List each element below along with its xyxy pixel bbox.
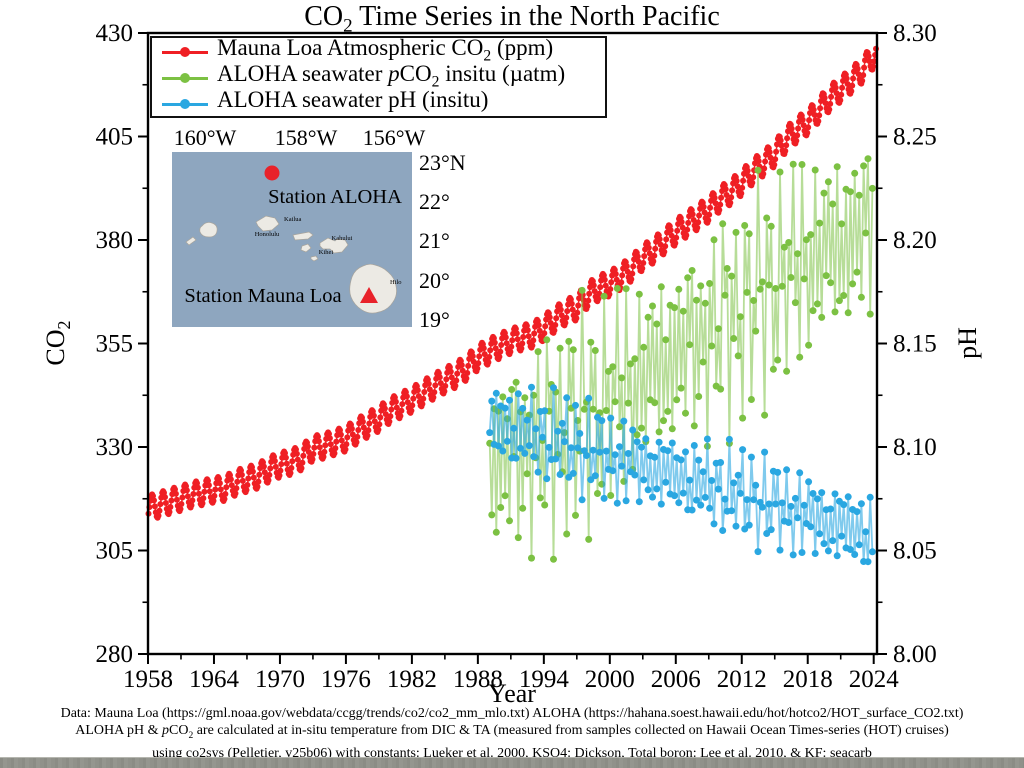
svg-text:2018: 2018 bbox=[783, 666, 833, 693]
station-mauna-loa-marker bbox=[360, 287, 378, 303]
svg-text:2000: 2000 bbox=[585, 666, 635, 693]
island-oahu bbox=[255, 215, 280, 232]
window-edge-bar bbox=[0, 757, 1024, 768]
station-aloha-label: Station ALOHA bbox=[268, 186, 402, 208]
legend: Mauna Loa Atmospheric CO2 (ppm) ALOHA se… bbox=[150, 35, 607, 118]
axis-tick-labels: 1958 1964 1970 1976 1982 1988 1994 2000 2006 2012… bbox=[96, 20, 937, 693]
y-right-axis-label: pH bbox=[953, 327, 982, 359]
legend-row-mauna-loa: Mauna Loa Atmospheric CO2 (ppm) bbox=[162, 35, 605, 65]
svg-text:1976: 1976 bbox=[321, 666, 371, 693]
plot-border bbox=[146, 31, 879, 656]
svg-text:1982: 1982 bbox=[387, 666, 437, 693]
footer-line-1: Data: Mauna Loa (https://gml.noaa.gov/we… bbox=[60, 706, 964, 721]
svg-text:330: 330 bbox=[96, 434, 134, 461]
legend-marker-2 bbox=[162, 99, 208, 109]
svg-text:355: 355 bbox=[96, 331, 134, 358]
svg-text:8.10: 8.10 bbox=[893, 434, 937, 461]
legend-marker-0 bbox=[162, 47, 208, 57]
series-mauna-loa-co2 bbox=[145, 45, 879, 521]
svg-text:2012: 2012 bbox=[717, 666, 767, 693]
chart-title: CO2 Time Series in the North Pacific bbox=[304, 1, 720, 37]
island-label-kailua: Kailua bbox=[284, 216, 301, 223]
svg-text:1970: 1970 bbox=[255, 666, 305, 693]
island-label-kihei: Kihei bbox=[319, 249, 334, 256]
map-lat-label-23n: 23°N bbox=[419, 150, 466, 175]
y-left-axis-label: CO2 bbox=[41, 320, 74, 365]
island-label-honolulu: Honolulu bbox=[255, 231, 280, 238]
map-lat-label-21: 21° bbox=[419, 228, 450, 253]
map-lon-label-160w: 160°W bbox=[174, 125, 237, 150]
svg-text:305: 305 bbox=[96, 538, 134, 565]
station-aloha-marker bbox=[264, 165, 280, 181]
map-lat-label-22: 22° bbox=[419, 189, 450, 214]
inset-map: 160°W 158°W 156°W Kailua Honolulu Kahulu… bbox=[172, 125, 466, 332]
legend-row-aloha-pco2: ALOHA seawater pCO2 insitu (µatm) bbox=[162, 61, 605, 91]
map-lat-label-20: 20° bbox=[419, 268, 450, 293]
island-kahoolawe bbox=[310, 255, 319, 262]
svg-text:2006: 2006 bbox=[651, 666, 701, 693]
footer-credits: Data: Mauna Loa (https://gml.noaa.gov/we… bbox=[0, 705, 1024, 762]
svg-text:8.25: 8.25 bbox=[893, 124, 937, 151]
svg-text:8.05: 8.05 bbox=[893, 538, 937, 565]
svg-text:430: 430 bbox=[96, 20, 134, 47]
legend-row-aloha-ph: ALOHA seawater pH (insitu) bbox=[162, 87, 605, 117]
svg-text:380: 380 bbox=[96, 227, 134, 254]
legend-label-mauna-loa: Mauna Loa Atmospheric CO2 (ppm) bbox=[217, 34, 554, 65]
island-label-kahului: Kahului bbox=[332, 235, 353, 242]
x-axis-label: Year bbox=[488, 679, 536, 708]
svg-text:2024: 2024 bbox=[849, 666, 900, 693]
station-mauna-loa-label: Station Mauna Loa bbox=[184, 285, 341, 307]
island-lanai bbox=[300, 243, 312, 253]
svg-text:8.15: 8.15 bbox=[893, 331, 937, 358]
svg-text:8.30: 8.30 bbox=[893, 20, 937, 47]
map-lon-label-158w: 158°W bbox=[275, 125, 338, 150]
svg-text:8.00: 8.00 bbox=[893, 641, 937, 668]
island-molokai bbox=[292, 231, 314, 241]
svg-text:1958: 1958 bbox=[123, 666, 173, 693]
map-lat-labels: 23°N 22° 21° 20° 19° bbox=[419, 150, 466, 332]
legend-marker-1 bbox=[162, 73, 208, 83]
map-island-labels: Kailua Honolulu Kahului Kihei Hilo bbox=[255, 216, 402, 286]
svg-text:1994: 1994 bbox=[519, 666, 570, 693]
map-lon-label-156w: 156°W bbox=[363, 125, 426, 150]
legend-label-aloha-pco2: ALOHA seawater pCO2 insitu (µatm) bbox=[217, 60, 566, 91]
svg-text:8.20: 8.20 bbox=[893, 227, 937, 254]
svg-text:405: 405 bbox=[96, 124, 134, 151]
footer-line-2: ALOHA pH & pCO2 are calculated at in-sit… bbox=[75, 723, 949, 741]
svg-text:1964: 1964 bbox=[189, 666, 240, 693]
island-label-hilo: Hilo bbox=[390, 279, 402, 286]
map-lat-label-19: 19° bbox=[419, 307, 450, 332]
island-kauai bbox=[199, 222, 218, 238]
island-maui bbox=[319, 237, 349, 254]
series-aloha-ph bbox=[486, 383, 876, 566]
legend-label-aloha-ph: ALOHA seawater pH (insitu) bbox=[217, 86, 489, 112]
svg-text:280: 280 bbox=[96, 641, 134, 668]
svg-text:1988: 1988 bbox=[453, 666, 503, 693]
island-niihau bbox=[185, 236, 197, 246]
